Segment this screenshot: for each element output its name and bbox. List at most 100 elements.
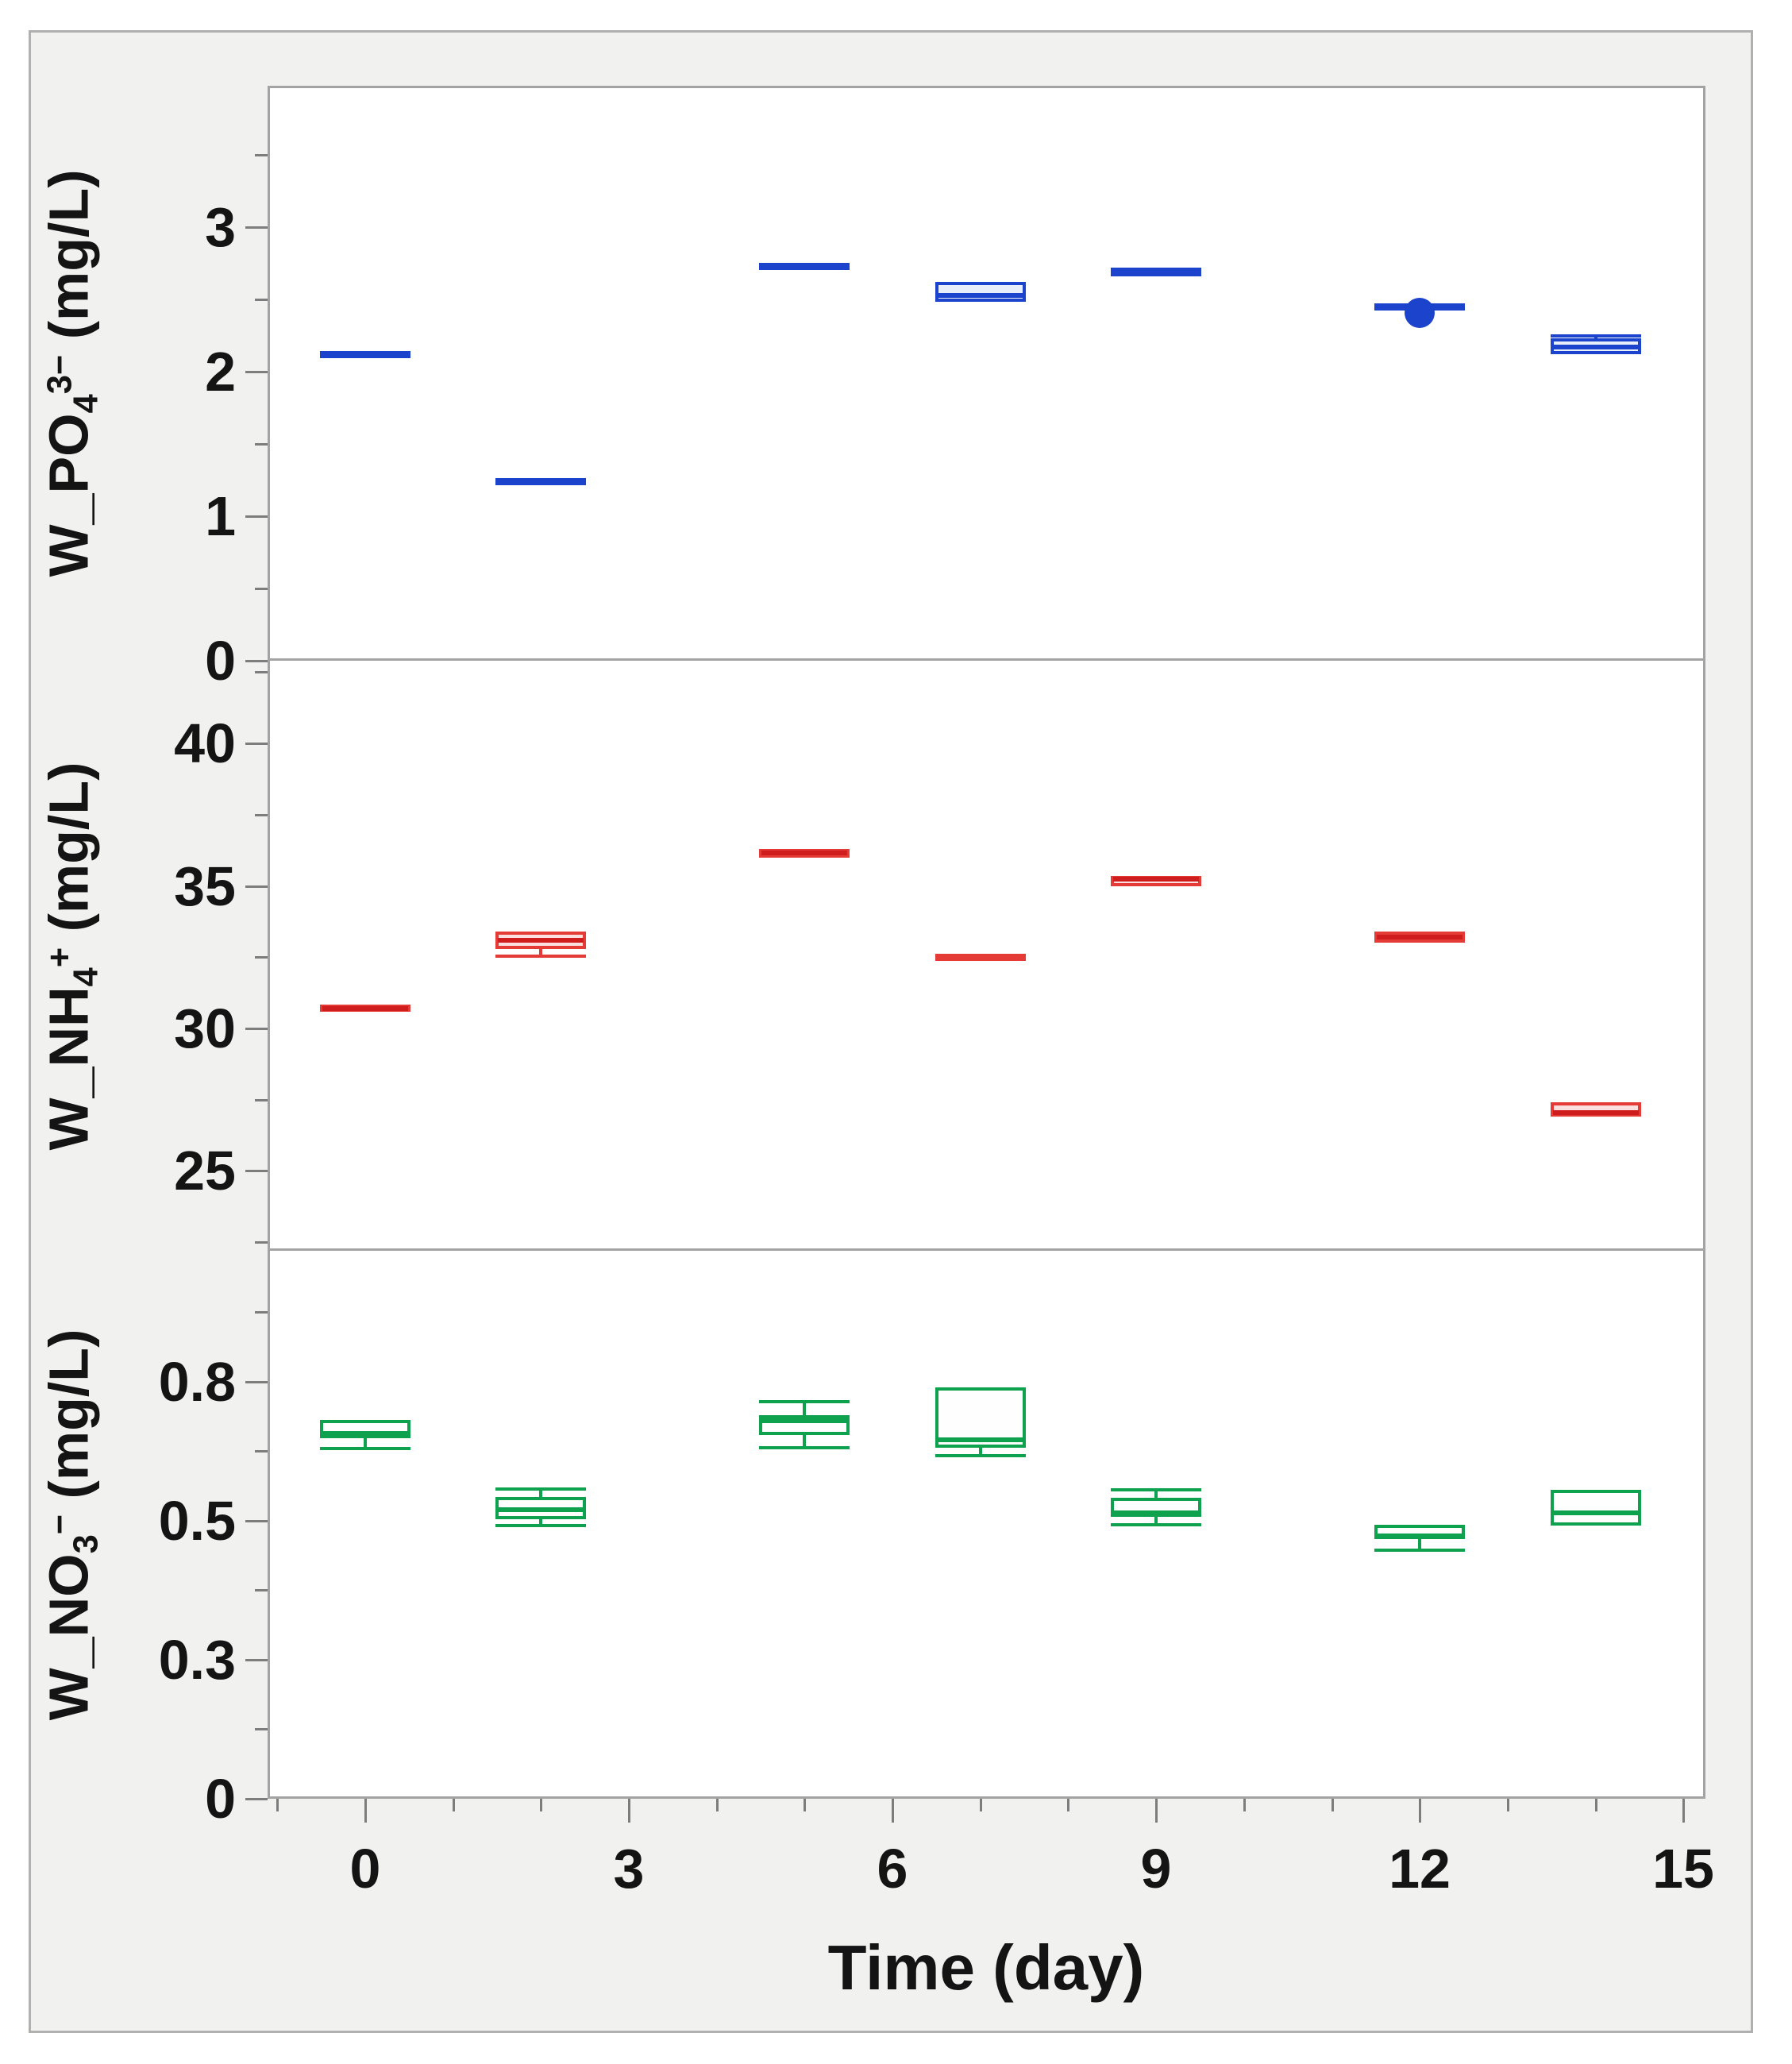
panel-po4 xyxy=(268,86,1705,661)
y-tick-label: 0 xyxy=(205,630,236,692)
y-tick-label: 2 xyxy=(205,341,236,403)
y-tick xyxy=(245,743,268,745)
y-tick xyxy=(245,660,268,662)
y-axis-title-wrap: W_PO43− (mg/L) xyxy=(0,86,143,661)
w_no3-day-7-whisker-low xyxy=(979,1448,982,1456)
y-tick-label: 0.8 xyxy=(158,1351,236,1413)
w_no3-day-5-whisker-high-cap xyxy=(759,1400,850,1403)
x-tick-label: 6 xyxy=(877,1838,908,1900)
x-tick-label: 3 xyxy=(613,1838,645,1900)
w_nh4-day-12-median xyxy=(1377,935,1463,939)
y-tick-label: 0 xyxy=(205,1768,236,1830)
y-tick-label: 35 xyxy=(174,855,236,917)
x-minor-tick xyxy=(980,1799,982,1811)
y-axis-title-w_nh4: W_NH4+ (mg/L) xyxy=(37,762,106,1150)
x-minor-tick xyxy=(540,1799,542,1811)
y-tick-label: 40 xyxy=(174,712,236,774)
w_no3-day-9-whisker-high-cap xyxy=(1111,1488,1201,1491)
w_po4-day-14-whisker-high-cap xyxy=(1551,334,1641,338)
y-tick xyxy=(245,371,268,373)
y-tick xyxy=(255,1099,268,1101)
x-tick xyxy=(364,1799,367,1823)
y-tick xyxy=(255,671,268,673)
w_no3-day-2-whisker-low-cap xyxy=(495,1524,586,1527)
w_no3-day-2-median xyxy=(498,1507,584,1512)
w_nh4-day-5-median xyxy=(761,851,847,855)
w_nh4-day-14-median xyxy=(1553,1110,1639,1115)
x-tick xyxy=(1682,1799,1685,1823)
x-minor-tick xyxy=(1243,1799,1246,1811)
y-axis-title-wrap: W_NO3− (mg/L) xyxy=(0,1251,143,1799)
x-minor-tick xyxy=(716,1799,719,1811)
y-tick xyxy=(245,1028,268,1030)
y-tick-label: 0.3 xyxy=(158,1629,236,1691)
w_po4-day-2-line xyxy=(495,478,586,485)
w_no3-day-12-whisker-low xyxy=(1418,1539,1421,1550)
y-tick-label: 3 xyxy=(205,196,236,258)
y-tick-label: 0.5 xyxy=(158,1490,236,1552)
y-tick xyxy=(255,1589,268,1591)
w_no3-day-9-median xyxy=(1113,1510,1199,1515)
x-axis-title: Time (day) xyxy=(827,1932,1145,2003)
w_po4-day-7-median xyxy=(938,293,1023,298)
w_nh4-day-2-median xyxy=(498,938,584,943)
w_no3-day-12-whisker-low-cap xyxy=(1374,1549,1465,1552)
w_no3-day-0-median xyxy=(322,1431,408,1436)
x-minor-tick xyxy=(453,1799,455,1811)
w_nh4-day-9-median xyxy=(1113,877,1199,882)
w_no3-day-14-box xyxy=(1551,1490,1641,1526)
y-tick xyxy=(245,226,268,229)
y-tick xyxy=(255,814,268,816)
x-tick xyxy=(1155,1799,1158,1823)
x-tick-label: 0 xyxy=(349,1838,381,1900)
y-tick xyxy=(255,588,268,590)
y-tick xyxy=(245,515,268,518)
x-tick xyxy=(1419,1799,1421,1823)
y-tick xyxy=(255,1241,268,1244)
y-tick xyxy=(255,1311,268,1314)
y-tick xyxy=(255,1728,268,1730)
w_nh4-day-0-median xyxy=(322,1006,408,1011)
y-tick xyxy=(245,885,268,888)
w_nh4-day-7-line xyxy=(935,954,1026,961)
w_po4-day-14-whisker-high xyxy=(1594,336,1597,339)
y-tick xyxy=(255,299,268,301)
panel-no3 xyxy=(268,1251,1705,1799)
x-tick xyxy=(892,1799,894,1823)
x-tick-label: 15 xyxy=(1652,1838,1714,1900)
w_po4-day-0-line xyxy=(320,351,410,358)
y-tick xyxy=(245,1170,268,1172)
w_no3-day-0-whisker-low xyxy=(364,1438,367,1449)
w_no3-day-5-whisker-low xyxy=(803,1434,806,1448)
w_nh4-day-2-whisker-low xyxy=(539,949,542,956)
w_no3-day-0-whisker-low-cap xyxy=(320,1447,410,1450)
w_no3-day-5-median xyxy=(761,1418,847,1423)
w_no3-day-9-whisker-low xyxy=(1154,1517,1158,1525)
w_no3-day-12-median xyxy=(1377,1534,1463,1538)
x-tick xyxy=(628,1799,630,1823)
w_po4-day-12-dot xyxy=(1405,298,1435,328)
w_po4-day-9-median xyxy=(1113,270,1199,275)
w_no3-day-9-whisker-low-cap xyxy=(1111,1523,1201,1526)
y-axis-title-w_po4: W_PO43− (mg/L) xyxy=(37,169,106,577)
y-tick xyxy=(255,956,268,959)
y-tick-label: 1 xyxy=(205,485,236,547)
w_no3-day-5-whisker-low-cap xyxy=(759,1446,850,1449)
x-tick-label: 9 xyxy=(1140,1838,1172,1900)
w_no3-day-7-whisker-low-cap xyxy=(935,1454,1026,1457)
x-minor-tick xyxy=(276,1799,279,1811)
y-tick xyxy=(245,1798,268,1800)
y-axis-title-wrap: W_NH4+ (mg/L) xyxy=(0,661,143,1251)
x-minor-tick xyxy=(1331,1799,1334,1811)
w_no3-day-2-whisker-low xyxy=(539,1519,542,1526)
y-tick-label: 25 xyxy=(174,1140,236,1202)
w_no3-day-2-whisker-high xyxy=(539,1489,542,1497)
y-tick xyxy=(255,154,268,156)
y-tick-label: 30 xyxy=(174,997,236,1059)
y-tick xyxy=(255,443,268,446)
w_no3-day-5-whisker-high xyxy=(803,1402,806,1415)
y-axis-title-w_no3: W_NO3− (mg/L) xyxy=(37,1329,106,1721)
w_no3-day-7-median xyxy=(938,1437,1023,1442)
x-minor-tick xyxy=(1067,1799,1069,1811)
